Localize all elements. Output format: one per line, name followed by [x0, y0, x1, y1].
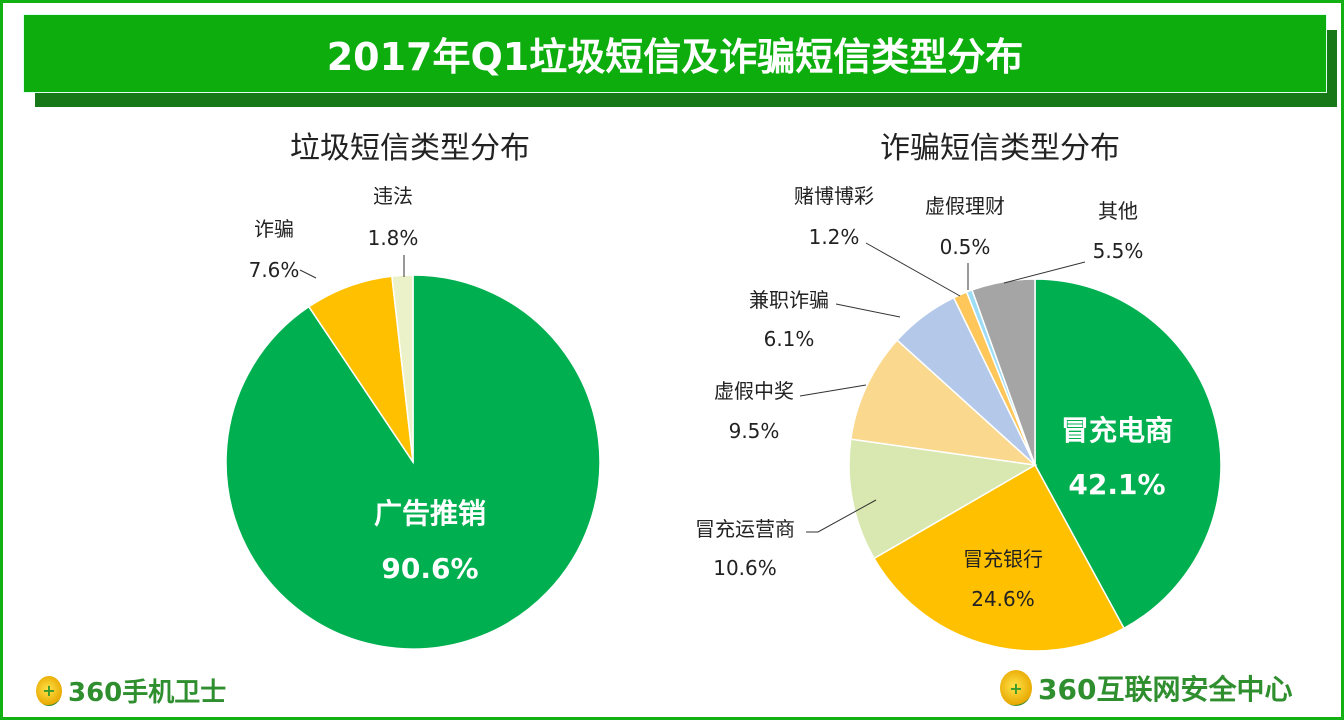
chart-title: 垃圾短信类型分布 — [290, 131, 530, 166]
slice-label: 虚假中奖 — [714, 379, 794, 403]
leader-line — [865, 242, 961, 297]
leader-line — [806, 499, 877, 533]
leader-line — [299, 269, 317, 279]
logo-left-text: 360手机卫士 — [68, 678, 227, 708]
logo-right-text: 360互联网安全中心 — [1038, 673, 1293, 706]
slice-label: 广告推销 — [374, 497, 486, 530]
leader-line — [799, 384, 867, 397]
slice-label: 违法 — [373, 184, 413, 208]
slice-value: 0.5% — [940, 235, 991, 259]
slice-value: 1.8% — [368, 226, 419, 250]
leader-line — [835, 303, 901, 318]
chart-title: 诈骗短信类型分布 — [880, 131, 1120, 166]
shield-plus-icon: + — [36, 675, 62, 706]
pie-1 — [848, 278, 1222, 652]
slice-label: 冒充银行 — [963, 547, 1043, 571]
page-title: 2017年Q1垃圾短信及诈骗短信类型分布 — [326, 35, 1024, 79]
pie-slice-冒充运营商 — [848, 438, 1038, 560]
slice-value: 6.1% — [764, 327, 815, 351]
slice-value: 5.5% — [1093, 239, 1144, 263]
slice-label: 其他 — [1098, 199, 1138, 223]
pie-slice-违法 — [391, 274, 414, 463]
slice-value: 10.6% — [713, 556, 777, 580]
leader-line — [1003, 261, 1086, 284]
slice-value: 24.6% — [971, 587, 1035, 611]
pie-slice-冒充银行 — [873, 463, 1126, 652]
slice-label: 冒充运营商 — [695, 517, 795, 541]
pie-slice-虚假中奖 — [849, 339, 1038, 467]
slice-label: 虚假理财 — [925, 194, 1005, 218]
logo-360-mobile-guard: + 360手机卫士 — [36, 672, 226, 709]
slice-label: 诈骗 — [254, 217, 294, 241]
slice-value: 90.6% — [381, 552, 478, 585]
pie-slice-其他 — [971, 278, 1036, 466]
slice-label: 兼职诈骗 — [749, 288, 829, 312]
shield-plus-icon: + — [1000, 670, 1032, 706]
slice-value: 9.5% — [729, 419, 780, 443]
pie-slice-冒充电商 — [1034, 278, 1222, 630]
slice-label: 冒充电商 — [1061, 414, 1173, 447]
pie-0 — [225, 274, 601, 650]
slice-value: 7.6% — [249, 258, 300, 282]
slice-label: 赌博博彩 — [794, 184, 874, 208]
slice-value: 1.2% — [809, 225, 860, 249]
logo-360-security-center: + 360互联网安全中心 — [1000, 668, 1292, 708]
slice-value: 42.1% — [1068, 468, 1165, 501]
title-banner: 2017年Q1垃圾短信及诈骗短信类型分布 — [23, 14, 1327, 93]
